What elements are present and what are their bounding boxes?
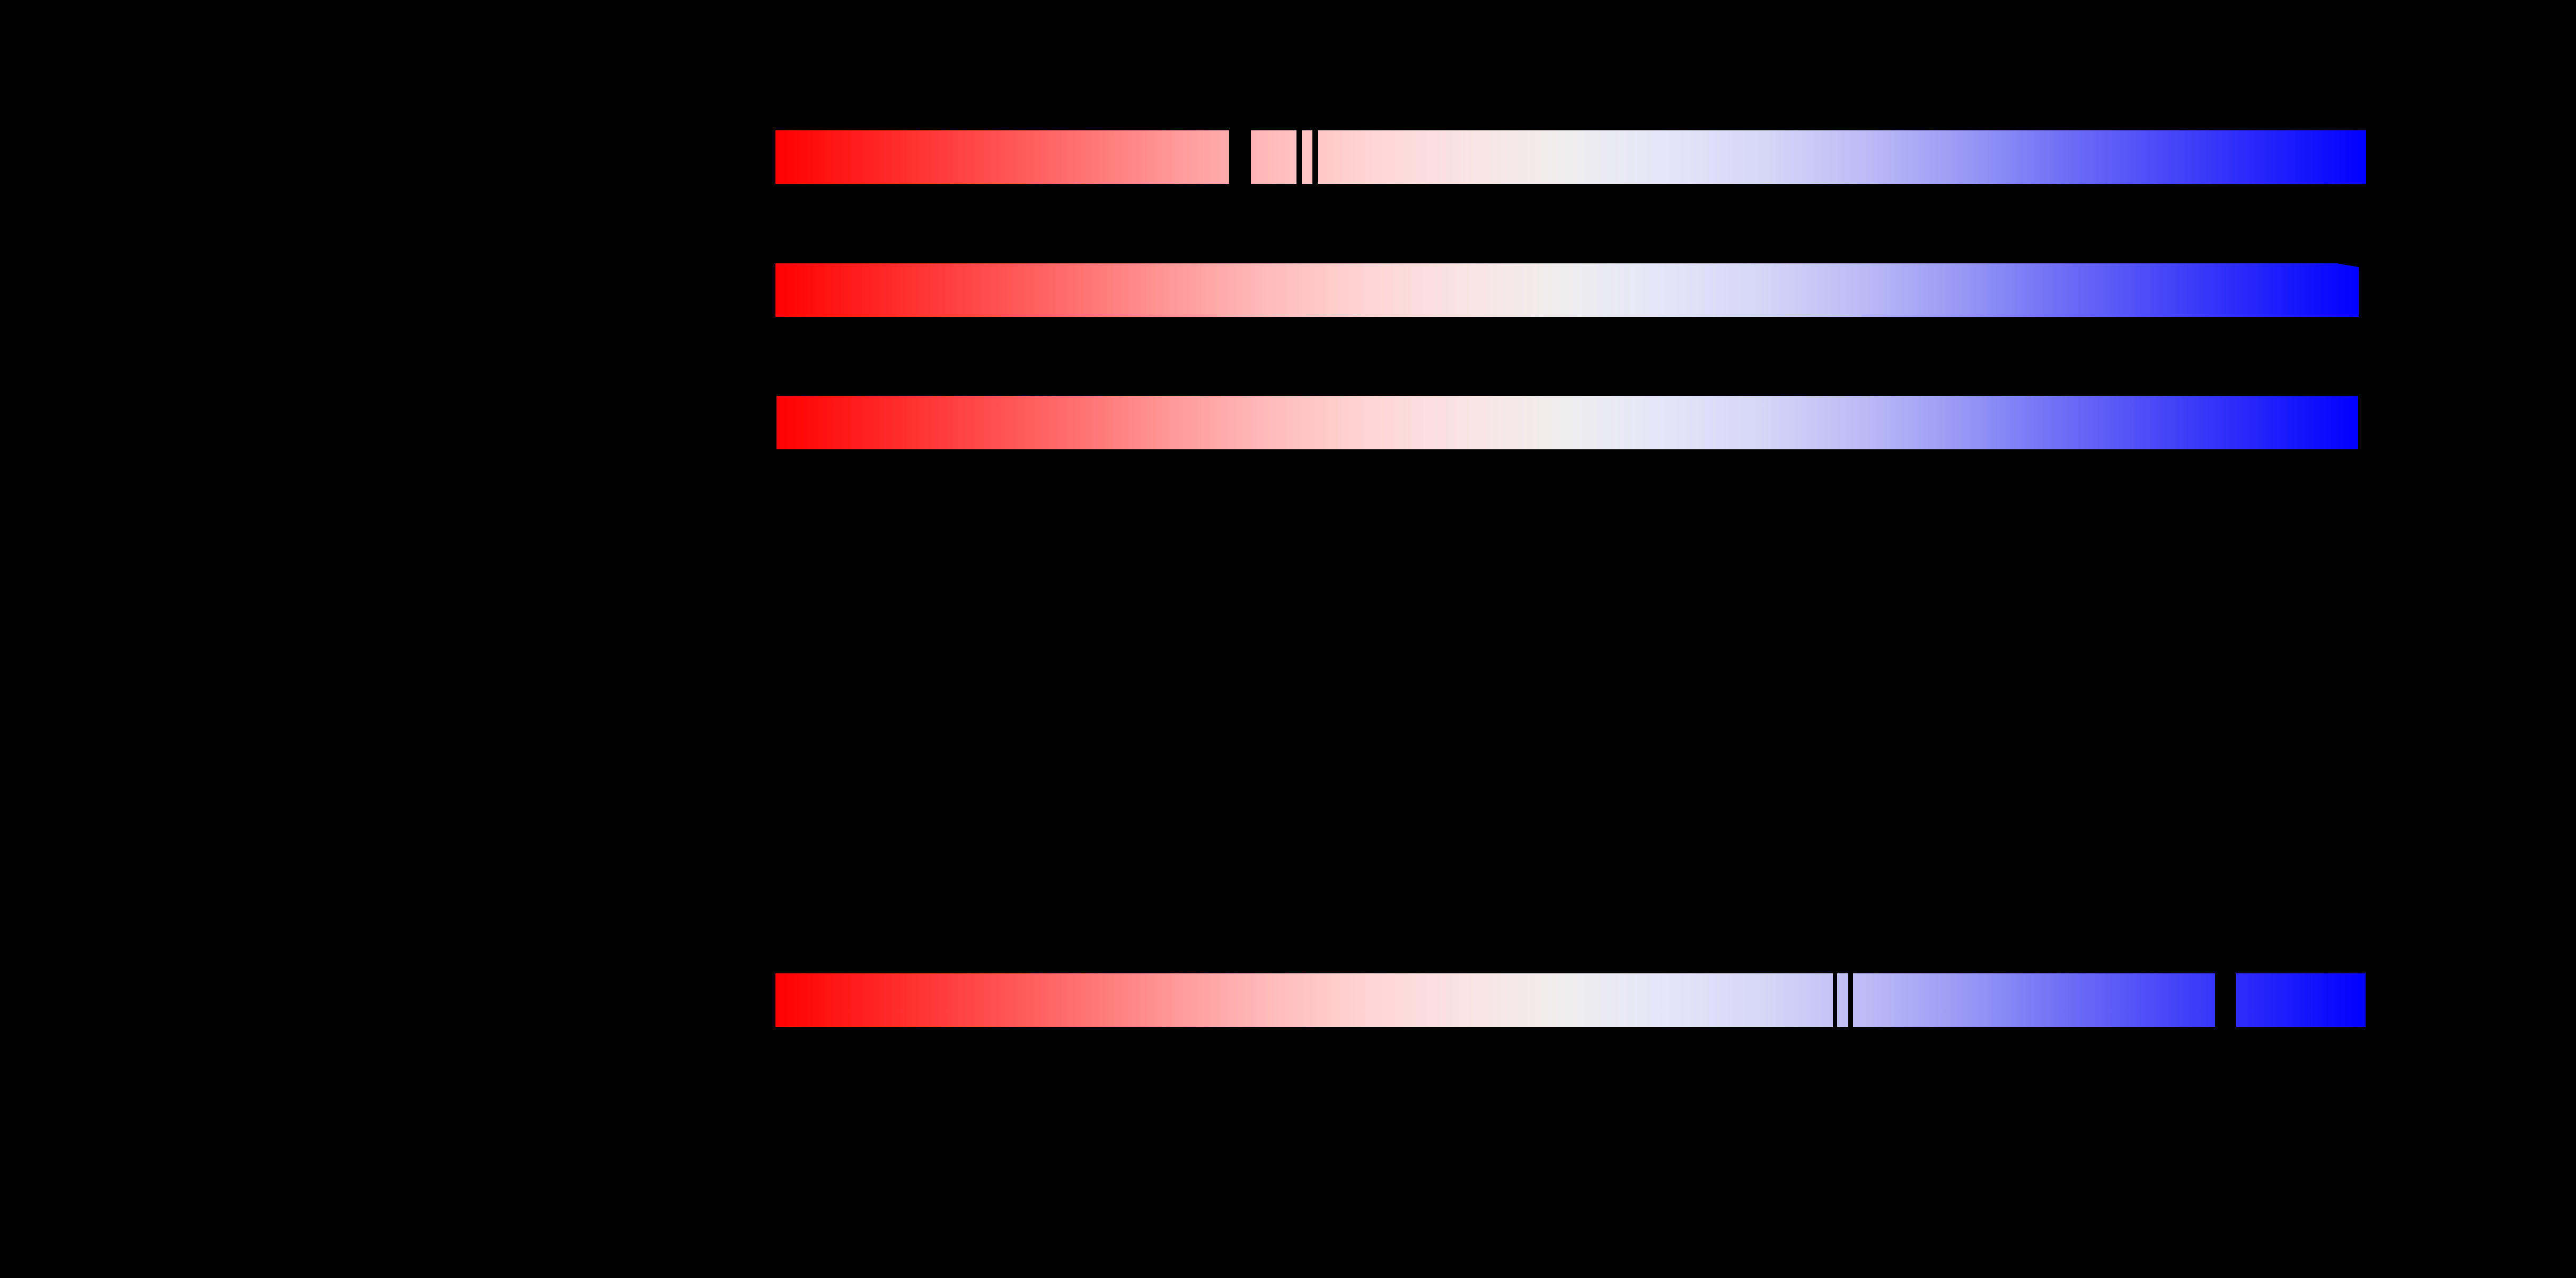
black-gap: [1296, 130, 1302, 184]
black-gap: [2215, 973, 2236, 1027]
gradient-bar-strip-2: [775, 263, 2359, 317]
black-gap: [1229, 130, 1251, 184]
gradient-bar-strip-4: [775, 973, 2366, 1027]
gradient-bar-strip-1: [775, 130, 2366, 184]
black-gap: [1833, 973, 1837, 1027]
black-gap: [1312, 130, 1318, 184]
black-gap: [1848, 973, 1853, 1027]
gradient-bar-strip-3: [777, 396, 2358, 449]
